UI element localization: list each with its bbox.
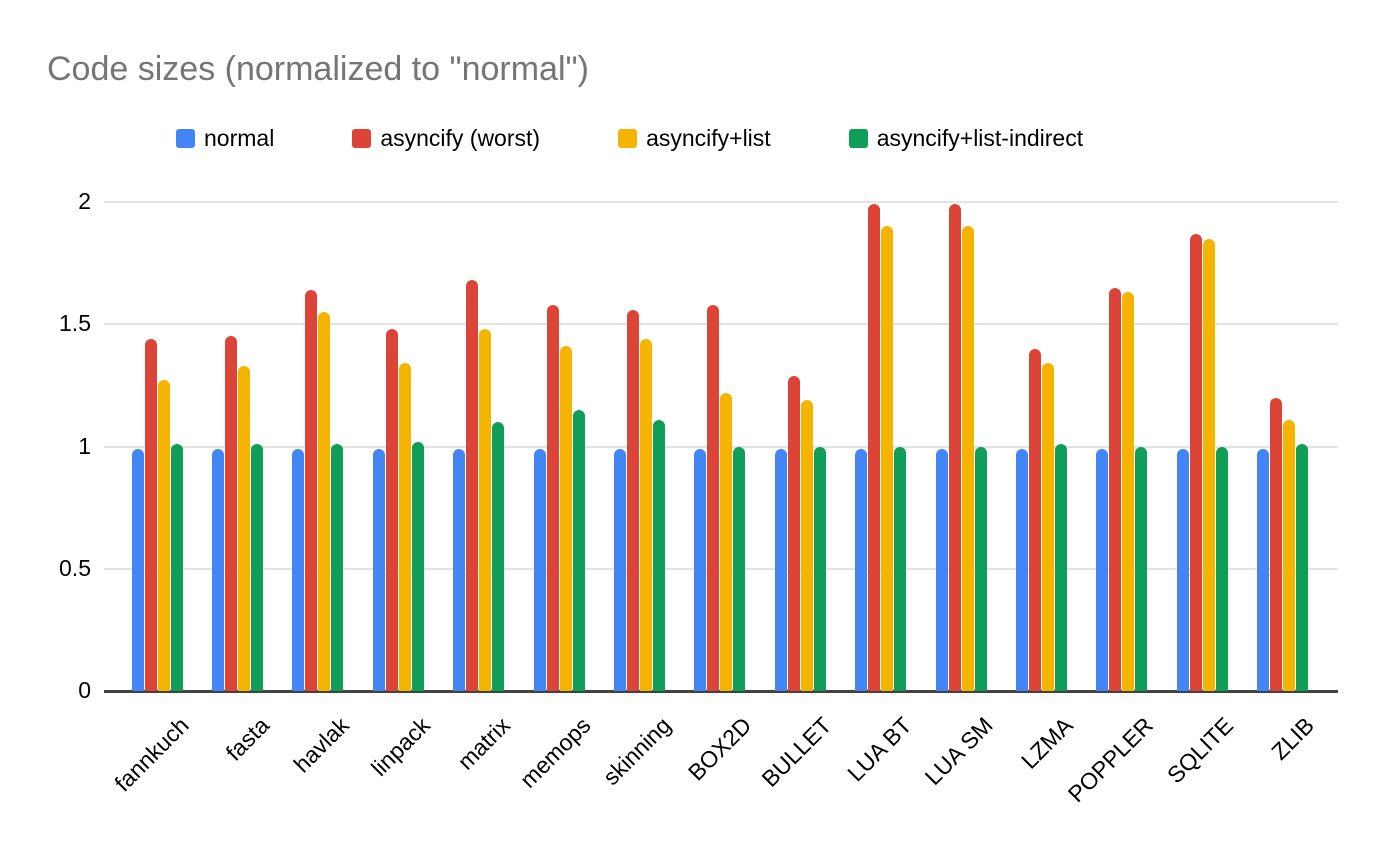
bar-asyncify-list-lua-sm[interactable] [961,226,974,691]
bar-asyncify-worst-bullet[interactable] [787,375,800,691]
x-axis-label-linpack: linpack [365,712,435,782]
bar-asyncify-list-memops[interactable] [559,346,572,691]
y-axis-label-0-5: 0.5 [59,554,91,581]
x-axis-label-zlib: ZLIB [1266,712,1319,765]
x-axis-baseline [104,690,1338,693]
bar-normal-fannkuch[interactable] [131,448,144,691]
gridline-2 [104,201,1338,203]
bar-asyncify-worst-zlib[interactable] [1270,397,1283,691]
bar-asyncify-worst-box2d[interactable] [707,304,720,691]
legend-swatch-normal [176,128,195,148]
bar-asyncify-list-indirect-poppler[interactable] [1135,446,1148,691]
bar-normal-box2d[interactable] [694,448,707,691]
x-axis-label-poppler: POPPLER [1062,712,1159,808]
gridline-1-5 [104,323,1338,326]
legend-label-normal: normal [204,124,275,151]
bar-normal-sqlite[interactable] [1176,448,1189,691]
bar-normal-lua-bt[interactable] [855,448,868,691]
bar-asyncify-list-indirect-matrix[interactable] [492,422,505,691]
bar-asyncify-list-linpack[interactable] [398,363,411,691]
bar-normal-bullet[interactable] [774,448,787,691]
bar-normal-poppler[interactable] [1096,448,1109,691]
bar-normal-memops[interactable] [533,448,546,691]
bar-normal-linpack[interactable] [372,448,385,691]
bar-asyncify-list-havlak[interactable] [318,312,331,691]
x-axis-label-lzma: LZMA [1016,712,1078,774]
legend-item-asyncify-list-indirect[interactable]: asyncify+list-indirect [848,124,1084,152]
bar-asyncify-list-indirect-memops[interactable] [572,409,585,691]
x-axis-label-skinning: skinning [597,712,676,791]
bar-asyncify-list-skinning[interactable] [639,338,652,691]
bar-asyncify-list-indirect-sqlite[interactable] [1215,446,1228,691]
legend-swatch-asyncify-list-indirect [848,128,868,148]
bar-asyncify-list-zlib[interactable] [1283,419,1296,691]
bar-asyncify-list-indirect-lua-bt[interactable] [894,446,907,691]
bar-asyncify-worst-fasta[interactable] [224,336,237,691]
x-axis-label-matrix: matrix [452,712,515,775]
bar-normal-skinning[interactable] [613,448,626,691]
bar-asyncify-list-indirect-bullet[interactable] [813,446,826,691]
x-axis-label-havlak: havlak [288,712,355,778]
y-axis-label-1-5: 1.5 [59,310,91,337]
bar-asyncify-list-indirect-box2d[interactable] [733,446,746,691]
legend-swatch-asyncify-list [618,128,638,148]
bar-normal-fasta[interactable] [211,448,224,691]
bar-asyncify-list-indirect-lzma[interactable] [1054,444,1067,691]
bar-asyncify-list-matrix[interactable] [479,329,492,691]
bar-asyncify-list-bullet[interactable] [800,400,813,691]
bar-asyncify-worst-lua-sm[interactable] [948,204,961,691]
legend-item-normal[interactable]: normal [176,125,274,152]
bar-asyncify-list-indirect-zlib[interactable] [1296,444,1309,691]
chart-title: Code sizes (normalized to "normal") [47,50,589,88]
bar-asyncify-worst-skinning[interactable] [626,309,639,691]
x-axis-label-sqlite: SQLITE [1162,712,1239,789]
bar-normal-havlak[interactable] [292,448,305,691]
legend-swatch-asyncify-worst [352,128,372,148]
legend-item-asyncify-worst[interactable]: asyncify (worst) [352,125,540,152]
bar-normal-lzma[interactable] [1015,448,1028,691]
bar-asyncify-worst-lzma[interactable] [1028,348,1041,691]
bar-asyncify-worst-poppler[interactable] [1109,287,1122,691]
bar-asyncify-list-lua-bt[interactable] [881,226,894,691]
bar-asyncify-list-poppler[interactable] [1122,292,1135,691]
bar-normal-zlib[interactable] [1257,448,1270,691]
bar-asyncify-list-indirect-havlak[interactable] [331,444,344,691]
x-axis-label-lua-bt: LUA BT [842,712,917,787]
y-axis-label-1: 1 [78,432,91,459]
x-axis-label-box2d: BOX2D [682,712,757,786]
bar-asyncify-worst-linpack[interactable] [385,329,398,691]
x-axis-label-bullet: BULLET [756,712,837,792]
x-axis-label-lua-sm: LUA SM [919,712,998,791]
bar-asyncify-list-box2d[interactable] [720,392,733,691]
y-axis-label-2: 2 [78,188,91,214]
legend-item-asyncify-list[interactable]: asyncify+list [618,125,771,152]
bar-asyncify-list-fannkuch[interactable] [157,380,170,691]
bar-asyncify-list-indirect-skinning[interactable] [652,419,665,691]
bar-asyncify-worst-sqlite[interactable] [1189,233,1202,691]
bar-asyncify-list-indirect-linpack[interactable] [411,441,424,691]
bar-normal-matrix[interactable] [453,448,466,691]
bar-asyncify-list-lzma[interactable] [1041,363,1054,691]
x-axis-label-fannkuch: fannkuch [108,712,194,797]
legend-label-asyncify-list-indirect: asyncify+list-indirect [876,124,1084,151]
legend-label-asyncify-list: asyncify+list [646,124,771,151]
bar-asyncify-list-fasta[interactable] [237,365,250,691]
bar-asyncify-list-indirect-lua-sm[interactable] [974,446,987,691]
legend-label-asyncify-worst: asyncify (worst) [380,124,541,151]
bar-asyncify-list-indirect-fasta[interactable] [250,444,263,691]
bar-asyncify-worst-lua-bt[interactable] [868,204,881,691]
bar-normal-lua-sm[interactable] [935,448,948,691]
bar-asyncify-list-indirect-fannkuch[interactable] [170,444,183,691]
bar-asyncify-worst-havlak[interactable] [305,290,318,691]
bar-asyncify-worst-fannkuch[interactable] [144,338,157,691]
bar-asyncify-list-sqlite[interactable] [1202,238,1215,691]
x-axis-label-memops: memops [514,712,596,793]
bar-asyncify-worst-memops[interactable] [546,304,559,691]
x-axis-label-fasta: fasta [220,712,274,766]
legend: normal asyncify (worst) asyncify+list async… [176,124,1083,152]
bar-asyncify-worst-matrix[interactable] [466,280,479,691]
y-axis-label-0: 0 [78,677,91,703]
